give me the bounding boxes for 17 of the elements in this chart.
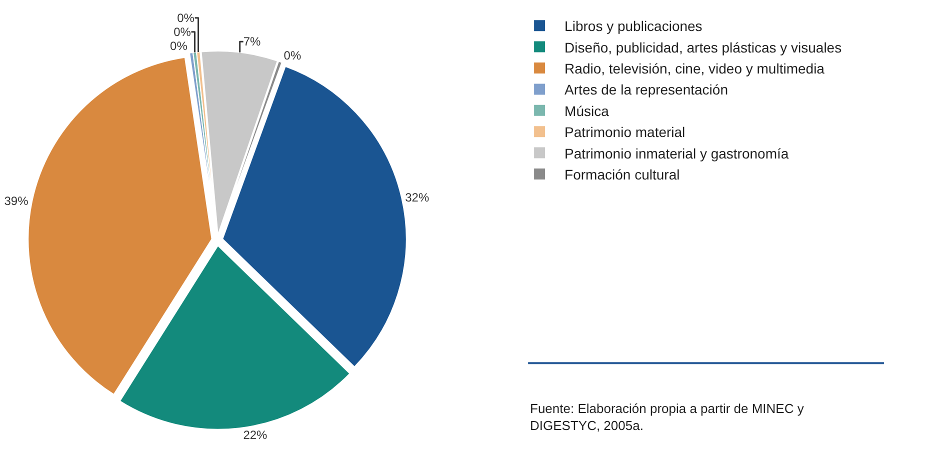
legend-label: Diseño, publicidad, artes plásticas y visuales xyxy=(564,39,842,56)
legend-label: Patrimonio material xyxy=(564,124,686,140)
legend-label: Radio, televisión, cine, video y multimedia xyxy=(564,60,825,76)
data-label: 7% xyxy=(243,34,262,49)
data-label: 39% xyxy=(4,194,29,208)
data-label: 32% xyxy=(405,190,430,204)
data-label: 0% xyxy=(177,10,195,25)
legend-label: Patrimonio inmaterial y gastronomía xyxy=(564,145,789,162)
source-note: Fuente: Elaboración propia a partir de MINEC y DIGESTYC, 2005a. xyxy=(530,401,804,433)
legend-label: Artes de la representación xyxy=(564,82,728,98)
data-label: 0% xyxy=(284,48,302,63)
data-label: 0% xyxy=(170,38,188,53)
legend-label: Música xyxy=(564,102,610,119)
data-label: 22% xyxy=(243,428,268,442)
legend-label: Formación cultural xyxy=(564,166,680,182)
data-label: 0% xyxy=(174,24,192,39)
legend-label: Libros y publicaciones xyxy=(564,18,702,34)
